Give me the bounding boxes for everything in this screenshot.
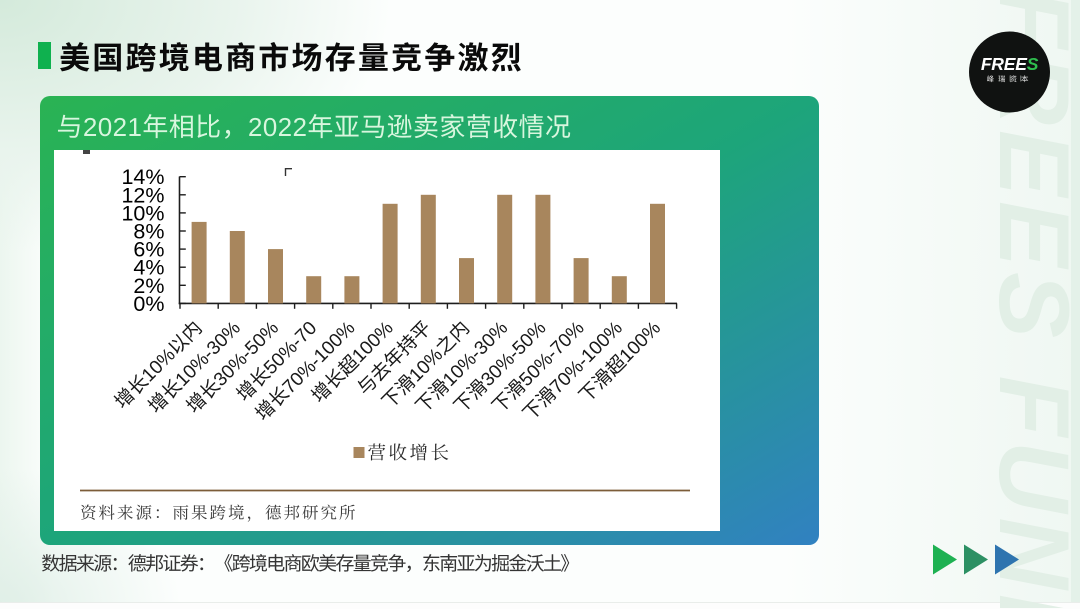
svg-text:12%: 12% — [121, 183, 164, 207]
svg-text:6%: 6% — [133, 238, 164, 262]
svg-text:4%: 4% — [133, 256, 164, 280]
svg-text:10%: 10% — [121, 201, 164, 225]
svg-text:FREES: FREES — [981, 54, 1039, 74]
svg-text:8%: 8% — [133, 220, 164, 244]
svg-text:14%: 14% — [121, 165, 164, 189]
svg-text:0%: 0% — [133, 292, 164, 316]
svg-text:2%: 2% — [133, 274, 164, 298]
